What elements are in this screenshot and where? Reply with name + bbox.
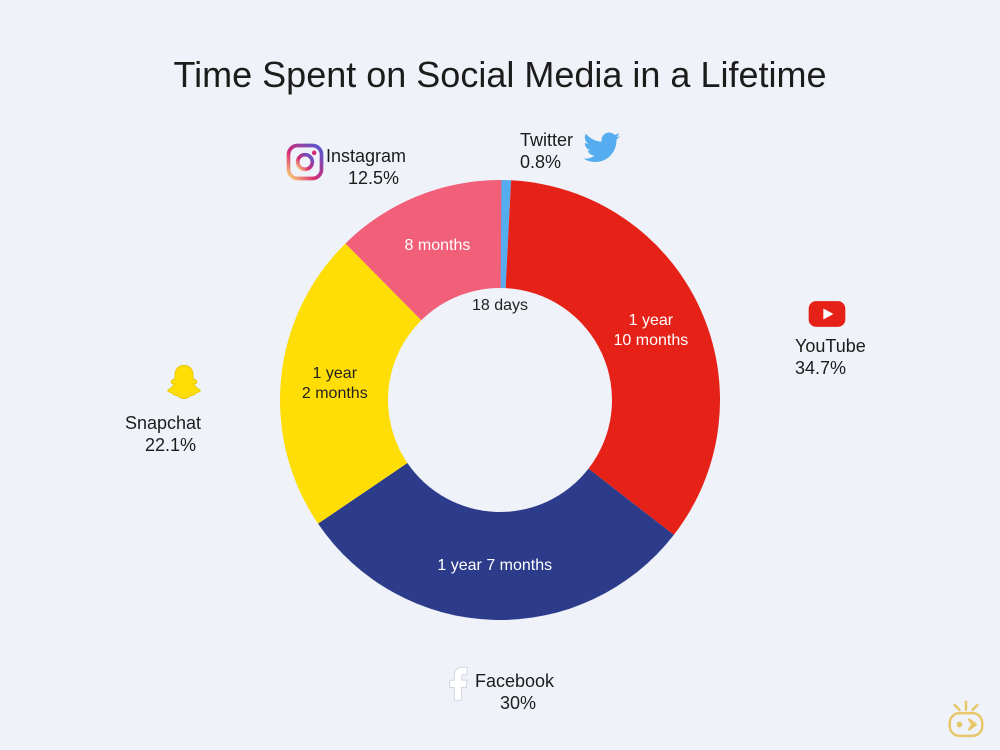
slice-duration-instagram: 8 months bbox=[405, 236, 471, 256]
facebook-icon bbox=[436, 660, 480, 704]
label-pct-twitter: 0.8% bbox=[520, 151, 561, 174]
donut-slice-youtube bbox=[506, 180, 720, 535]
label-name-instagram: Instagram bbox=[326, 145, 406, 168]
label-name-facebook: Facebook bbox=[475, 670, 554, 693]
label-pct-facebook: 30% bbox=[500, 692, 536, 715]
corner-logo-icon bbox=[940, 692, 992, 744]
slice-duration-twitter: 18 days bbox=[472, 296, 528, 316]
label-pct-snapchat: 22.1% bbox=[145, 434, 196, 457]
youtube-icon bbox=[805, 292, 849, 336]
slice-duration-youtube: 1 year 10 months bbox=[614, 311, 689, 351]
slice-duration-snapchat: 1 year 2 months bbox=[302, 364, 368, 404]
snapchat-icon bbox=[162, 360, 206, 404]
label-name-twitter: Twitter bbox=[520, 129, 573, 152]
label-pct-instagram: 12.5% bbox=[348, 167, 399, 190]
chart-title: Time Spent on Social Media in a Lifetime bbox=[0, 54, 1000, 96]
instagram-icon bbox=[283, 140, 327, 184]
label-name-snapchat: Snapchat bbox=[125, 412, 201, 435]
slice-duration-facebook: 1 year 7 months bbox=[437, 556, 552, 576]
label-name-youtube: YouTube bbox=[795, 335, 866, 358]
label-pct-youtube: 34.7% bbox=[795, 357, 846, 380]
twitter-icon bbox=[580, 125, 624, 169]
